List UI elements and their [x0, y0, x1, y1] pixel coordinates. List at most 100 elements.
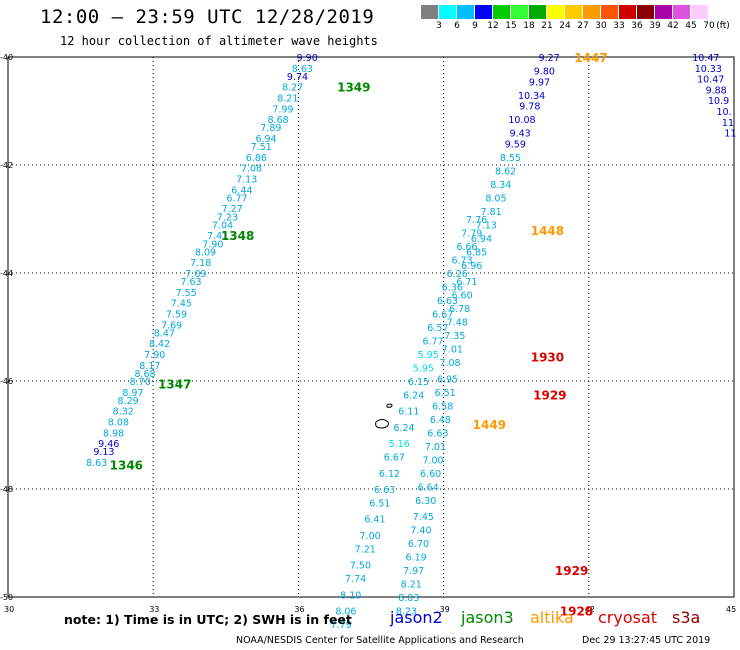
scale-label: 15 — [505, 21, 517, 31]
wave-height-value: 7.00 — [422, 455, 443, 466]
scale-label: 42 — [667, 21, 679, 31]
scale-label: 21 — [541, 21, 553, 31]
wave-height-value: 9.46 — [98, 439, 119, 450]
island-outline — [375, 419, 389, 429]
wave-height-value: 10.08 — [508, 115, 535, 126]
scale-swatch — [601, 5, 619, 19]
wave-height-value: 8.17 — [139, 361, 160, 372]
wave-height-value: 6.26 — [447, 269, 468, 280]
map-grid — [8, 57, 734, 597]
wave-height-value: 6.77 — [422, 337, 443, 348]
wave-height-value: 7.45 — [171, 299, 192, 310]
wave-height-value: 9.43 — [510, 129, 531, 140]
wave-height-value: 8.68 — [268, 115, 289, 126]
timestamp-text: Dec 29 13:27:45 UTC 2019 — [582, 635, 711, 646]
altimeter-tracks: 9.908.639.748.278.217.998.687.896.947.51… — [86, 53, 736, 631]
scale-swatch — [655, 5, 673, 19]
wave-height-value: 6.94 — [255, 134, 276, 145]
scale-swatch — [493, 5, 511, 19]
pass-time-labels: 1349 1348 1347 1346 1447 1448 1449 1930 1929 1929… — [110, 51, 608, 619]
wave-height-value: 8.08 — [108, 418, 129, 429]
wave-height-value: 8.32 — [113, 407, 134, 418]
wave-height-value: 6.11 — [398, 407, 419, 418]
lat-tick-label: -46 — [0, 377, 13, 386]
wave-height-value: 6.60 — [420, 469, 441, 480]
wave-height-value: 6.67 — [384, 453, 405, 464]
wave-height-value: 7.21 — [355, 544, 376, 555]
scale-label: 6 — [454, 21, 460, 31]
wave-height-value: 7.13 — [476, 220, 497, 231]
lon-tick-label: 39 — [440, 605, 450, 614]
scale-label: 24 — [559, 21, 571, 31]
wave-height-value: 7.79 — [330, 620, 351, 631]
pass-time-label: 1348 — [221, 229, 254, 243]
wave-height-value: 7.51 — [251, 142, 272, 153]
small-island-outline — [386, 403, 393, 408]
wave-height-value: 7.45 — [413, 512, 434, 523]
wave-height-value: 10. — [716, 107, 731, 118]
scale-label: 39 — [649, 21, 661, 31]
satellite-s3a-label: s3a — [672, 608, 701, 627]
scale-swatch — [673, 5, 691, 19]
pass-time-label: 1347 — [158, 378, 191, 392]
satellite-jason2-label: jason2 — [390, 608, 443, 627]
wave-height-value: 6.24 — [393, 423, 414, 434]
wave-height-value: 7.74 — [345, 574, 366, 585]
wave-height-value: 7.27 — [222, 204, 243, 215]
lat-tick-label: -50 — [0, 593, 13, 602]
wave-height-value: 8.34 — [490, 180, 511, 191]
wave-height-value: 6.86 — [246, 153, 267, 164]
wave-height-value: 8.70 — [130, 377, 151, 388]
satellite-jason3-label: jason3 — [461, 608, 514, 627]
lon-tick-label: 45 — [726, 605, 736, 614]
wave-height-value: 8.62 — [495, 166, 516, 177]
scale-swatch — [583, 5, 601, 19]
wave-height-value: 8.63 — [292, 64, 313, 75]
lon-tick-label: 33 — [149, 605, 159, 614]
wave-height-value: 6.30 — [415, 496, 436, 507]
wave-height-color-scale — [421, 5, 709, 19]
scale-swatch — [565, 5, 583, 19]
pass-time-label: 1448 — [531, 224, 564, 238]
wave-height-value: 8.98 — [103, 428, 124, 439]
wave-height-value: 9.78 — [519, 102, 540, 113]
wave-height-value: 6.51 — [435, 388, 456, 399]
scale-label: 12 — [487, 21, 499, 31]
wave-height-value: 7.55 — [176, 288, 197, 299]
satellite-cryosat-label: cryosat — [598, 608, 658, 627]
credit-text: NOAA/NESDIS Center for Satellite Applica… — [236, 635, 524, 646]
wave-height-value: 9.13 — [93, 447, 114, 458]
wave-height-value: 8.97 — [122, 388, 143, 399]
scale-label: 30 — [595, 21, 607, 31]
wave-height-value: 6.67 — [432, 310, 453, 321]
wave-height-value: 8.21 — [277, 94, 298, 105]
wave-height-value: 8.03 — [398, 593, 419, 604]
wave-height-value: 10.34 — [518, 91, 545, 102]
scale-swatch — [691, 5, 709, 19]
satellite-altika-label: altika — [530, 608, 574, 627]
wave-height-value: 6.15 — [408, 377, 429, 388]
wave-height-value: 7.40 — [410, 526, 431, 537]
lat-tick-label: -44 — [0, 269, 13, 278]
scale-swatch — [637, 5, 655, 19]
wave-height-value: 8.68 — [134, 369, 155, 380]
wave-height-value: 6.36 — [442, 283, 463, 294]
wave-height-value: 7.48 — [447, 318, 468, 329]
lat-tick-label: -40 — [0, 53, 13, 62]
wave-height-value: 7.13 — [236, 175, 257, 186]
scale-label: 36 — [631, 21, 643, 31]
wave-height-value: 7.04 — [212, 220, 233, 231]
lon-tick-label: 30 — [4, 605, 14, 614]
wave-height-value: 9.80 — [534, 67, 555, 78]
scale-label: 33 — [613, 21, 625, 31]
wave-height-value: 6.85 — [466, 247, 487, 258]
wave-height-value: 9.90 — [297, 53, 318, 64]
scale-swatch — [511, 5, 529, 19]
wave-height-value: 7.99 — [272, 104, 293, 115]
wave-height-value: 6.70 — [408, 539, 429, 550]
pass-time-label: 1346 — [110, 459, 143, 473]
wave-height-value: 7.69 — [161, 320, 182, 331]
wave-height-value: 10.47 — [697, 75, 724, 86]
track-1346-1349: 9.908.639.748.278.217.998.687.896.947.51… — [86, 53, 318, 469]
